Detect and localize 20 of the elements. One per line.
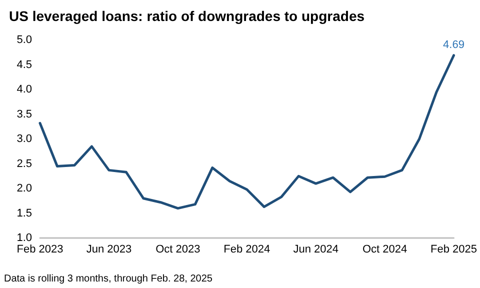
- y-tick-label: 4.0: [16, 84, 32, 96]
- y-tick-label: 5.0: [16, 34, 32, 46]
- x-tick-label: Jun 2024: [293, 244, 338, 256]
- x-tick-label: Feb 2025: [430, 244, 477, 256]
- y-tick-label: 3.5: [16, 108, 32, 120]
- x-tick-label: Jun 2023: [86, 244, 132, 256]
- x-tick-label: Oct 2024: [362, 244, 408, 256]
- data-label: 4.69: [443, 38, 464, 51]
- y-tick-label: 2.5: [16, 158, 32, 170]
- y-tick-label: 1.5: [16, 207, 32, 220]
- x-tick-label: Feb 2023: [16, 244, 64, 256]
- y-tick-label: 3.0: [16, 133, 32, 145]
- line-series: [38, 54, 456, 210]
- text: Data is rolling 3 months, through Feb. 28, 2025: [4, 274, 213, 284]
- x-tick-label: Oct 2023: [156, 244, 200, 256]
- y-tick-label: 2.0: [16, 182, 32, 194]
- chart-title: US leveraged loans: ratio of downgrades to upgrades: [9, 8, 365, 24]
- y-tick-label: 4.5: [16, 58, 32, 71]
- x-tick-label: Feb 2024: [224, 244, 270, 256]
- y-tick-label: 1.0: [16, 232, 32, 244]
